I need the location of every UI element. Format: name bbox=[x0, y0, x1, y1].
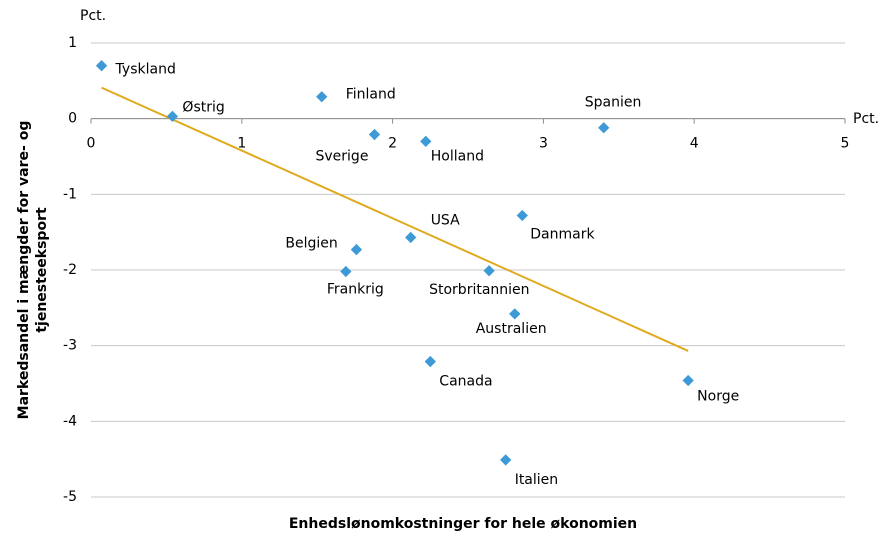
point-label: Sverige bbox=[316, 149, 369, 165]
y-unit: Pct. bbox=[80, 8, 106, 24]
point bbox=[483, 265, 495, 277]
point bbox=[405, 231, 417, 244]
x-tick-label: 5 bbox=[841, 136, 850, 152]
y-tick-label: -4 bbox=[63, 413, 77, 429]
point bbox=[516, 209, 528, 222]
point bbox=[350, 243, 363, 256]
point-label: Italien bbox=[515, 472, 558, 488]
point-label: Storbritannien bbox=[429, 282, 529, 298]
point bbox=[598, 122, 610, 134]
x-tick-label: 2 bbox=[388, 136, 397, 152]
point-label: Frankrig bbox=[327, 282, 384, 298]
x-tick-label: 1 bbox=[237, 136, 246, 152]
point-label: Finland bbox=[346, 87, 396, 103]
point bbox=[682, 374, 694, 387]
point bbox=[368, 128, 381, 141]
point-label: Spanien bbox=[585, 95, 642, 111]
x-tick-label: 4 bbox=[690, 136, 699, 152]
point-label: Canada bbox=[439, 374, 492, 390]
point-label: Østrig bbox=[182, 99, 224, 115]
point-label: Tyskland bbox=[115, 62, 176, 78]
trendline bbox=[101, 86, 689, 352]
point bbox=[509, 308, 521, 320]
y-tick-label: -3 bbox=[63, 338, 77, 354]
point-label: Holland bbox=[431, 148, 484, 164]
point bbox=[340, 265, 352, 278]
point bbox=[95, 60, 108, 72]
y-tick-label: -5 bbox=[63, 489, 77, 505]
x-tick-label: 0 bbox=[87, 136, 96, 152]
point bbox=[420, 135, 432, 148]
x-unit: Pct. bbox=[853, 111, 879, 127]
x-tick-label: 3 bbox=[539, 136, 548, 152]
y-tick-label: 1 bbox=[68, 35, 77, 51]
y-axis-title-line: Markedsandel i mængder for vare- og bbox=[16, 121, 32, 420]
point bbox=[316, 91, 328, 103]
point-label: Belgien bbox=[285, 236, 337, 252]
y-tick-label: -1 bbox=[63, 186, 77, 202]
point bbox=[424, 355, 436, 368]
y-axis-title-line: tjenesteeksport bbox=[34, 207, 50, 333]
y-axis-title: Markedsandel i mængder for vare- og tjen… bbox=[16, 121, 50, 420]
point-label: USA bbox=[431, 212, 460, 228]
point-label: Norge bbox=[697, 388, 739, 404]
y-tick-label: -2 bbox=[63, 262, 77, 278]
x-axis-title: Enhedslønomkostninger for hele økonomien bbox=[289, 516, 637, 532]
point-label: Australien bbox=[476, 321, 547, 337]
point bbox=[500, 454, 512, 466]
point-label: Danmark bbox=[530, 227, 595, 243]
y-tick-label: 0 bbox=[68, 111, 77, 127]
